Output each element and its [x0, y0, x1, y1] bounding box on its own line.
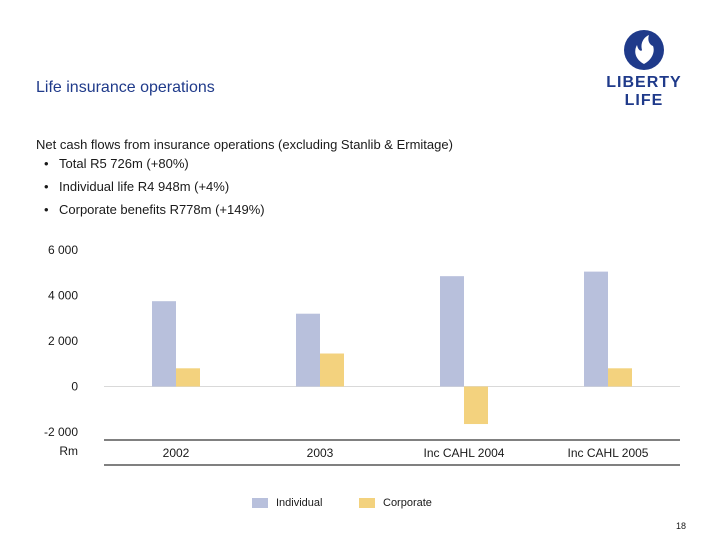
bar-individual	[584, 271, 608, 387]
legend-swatch-corporate	[359, 498, 375, 509]
category-label: 2003	[307, 446, 334, 460]
legend-label: Individual	[276, 497, 323, 509]
logo-wordmark-line2: LIFE	[624, 92, 664, 109]
bar-individual	[296, 313, 320, 387]
legend-item-corporate: Corporate	[359, 497, 432, 509]
bullet-item: • Corporate benefits R778m (+149%)	[44, 202, 265, 217]
legend-item-individual: Individual	[252, 497, 322, 509]
legend-swatch-individual	[252, 498, 268, 509]
bar-corporate	[464, 386, 488, 425]
y-tick-label: 0	[71, 380, 78, 394]
category-label: 2002	[163, 446, 190, 460]
liberty-life-logo: LIBERTY LIFE	[600, 28, 688, 112]
bar-individual	[152, 301, 176, 387]
bullet-text: Total R5 726m (+80%)	[59, 156, 189, 171]
bullet-list: • Total R5 726m (+80%) • Individual life R…	[44, 157, 265, 226]
bar-corporate	[608, 368, 632, 387]
bar-corporate	[320, 353, 344, 387]
y-tick-label: 6 000	[48, 243, 78, 257]
bullet-text: Individual life R4 948m (+4%)	[59, 179, 230, 194]
cash-flow-bar-chart: 6 000 4 000 2 000 0 -2 000 Rm 2002 2003 Inc CAHL…	[44, 243, 680, 466]
flame-emblem-icon	[624, 30, 664, 70]
logo-wordmark-line1: LIBERTY	[606, 74, 682, 91]
category-label: Inc CAHL 2005	[568, 446, 649, 460]
y-tick-label: 4 000	[48, 289, 78, 303]
intro-text: Net cash flows from insurance operations…	[36, 137, 453, 152]
bullet-item: • Total R5 726m (+80%)	[44, 156, 189, 171]
page-number: 18	[675, 521, 686, 531]
bullet-text: Corporate benefits R778m (+149%)	[59, 202, 265, 217]
bullet-item: • Individual life R4 948m (+4%)	[44, 179, 230, 194]
slide-title: Life insurance operations	[36, 79, 215, 96]
y-tick-label: -2 000	[44, 425, 78, 439]
unit-label: Rm	[59, 444, 78, 458]
category-label: Inc CAHL 2004	[424, 446, 505, 460]
bar-corporate	[176, 368, 200, 387]
legend-label: Corporate	[383, 497, 432, 509]
bar-individual	[440, 276, 464, 387]
y-tick-label: 2 000	[48, 334, 78, 348]
